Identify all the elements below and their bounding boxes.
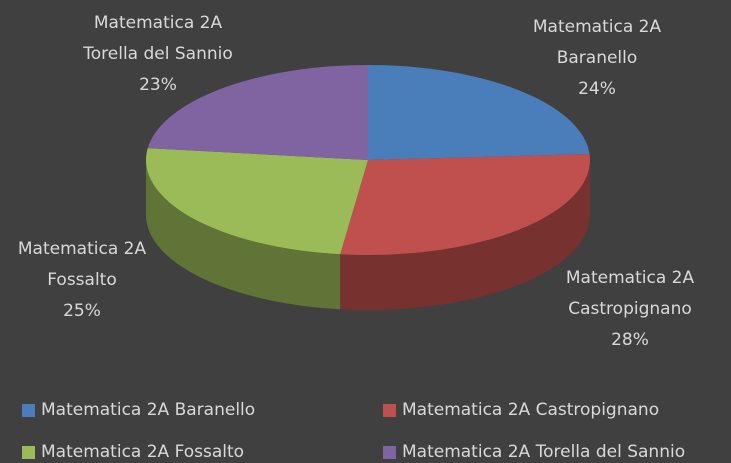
legend-label: Matematica 2A Baranello [41, 400, 256, 420]
legend-item: Matematica 2A Castropignano [383, 400, 659, 420]
slice-top [340, 154, 591, 255]
data-label-name: Matematica 2A Castropignano [565, 268, 695, 319]
legend-label: Matematica 2A Castropignano [402, 400, 660, 420]
slice-top [147, 65, 368, 160]
pie-slice [147, 65, 368, 160]
data-label: Matematica 2A Baranello 24% [527, 12, 667, 105]
legend-label: Matematica 2A Fossalto [41, 442, 245, 462]
pie-slice [368, 65, 590, 160]
slice-side [146, 160, 341, 310]
legend-swatch [22, 403, 35, 417]
legend-swatch [383, 403, 396, 417]
slice-top [145, 148, 368, 255]
data-label-value: 24% [578, 79, 616, 99]
data-label: Matematica 2A Fossalto 25% [12, 234, 152, 327]
data-label-value: 25% [63, 301, 101, 321]
data-label-name: Matematica 2A Baranello [532, 17, 662, 68]
legend-item: Matematica 2A Baranello [22, 400, 255, 420]
data-label-name: Matematica 2A Fossalto [17, 239, 147, 290]
legend-swatch [22, 445, 35, 459]
slice-top [368, 65, 590, 160]
slice-side [340, 160, 590, 310]
legend-item: Matematica 2A Fossalto [22, 442, 244, 462]
data-label: Matematica 2A Torella del Sannio 23% [78, 8, 238, 101]
legend-item: Matematica 2A Torella del Sannio [383, 442, 685, 462]
pie-slice [145, 148, 368, 310]
legend-swatch [383, 445, 396, 459]
data-label-value: 23% [139, 75, 177, 95]
pie-slice [340, 154, 591, 310]
data-label-name: Matematica 2A Torella del Sannio [83, 13, 233, 64]
legend-label: Matematica 2A Torella del Sannio [402, 442, 686, 462]
data-label-value: 28% [611, 330, 649, 350]
data-label: Matematica 2A Castropignano 28% [560, 263, 700, 356]
